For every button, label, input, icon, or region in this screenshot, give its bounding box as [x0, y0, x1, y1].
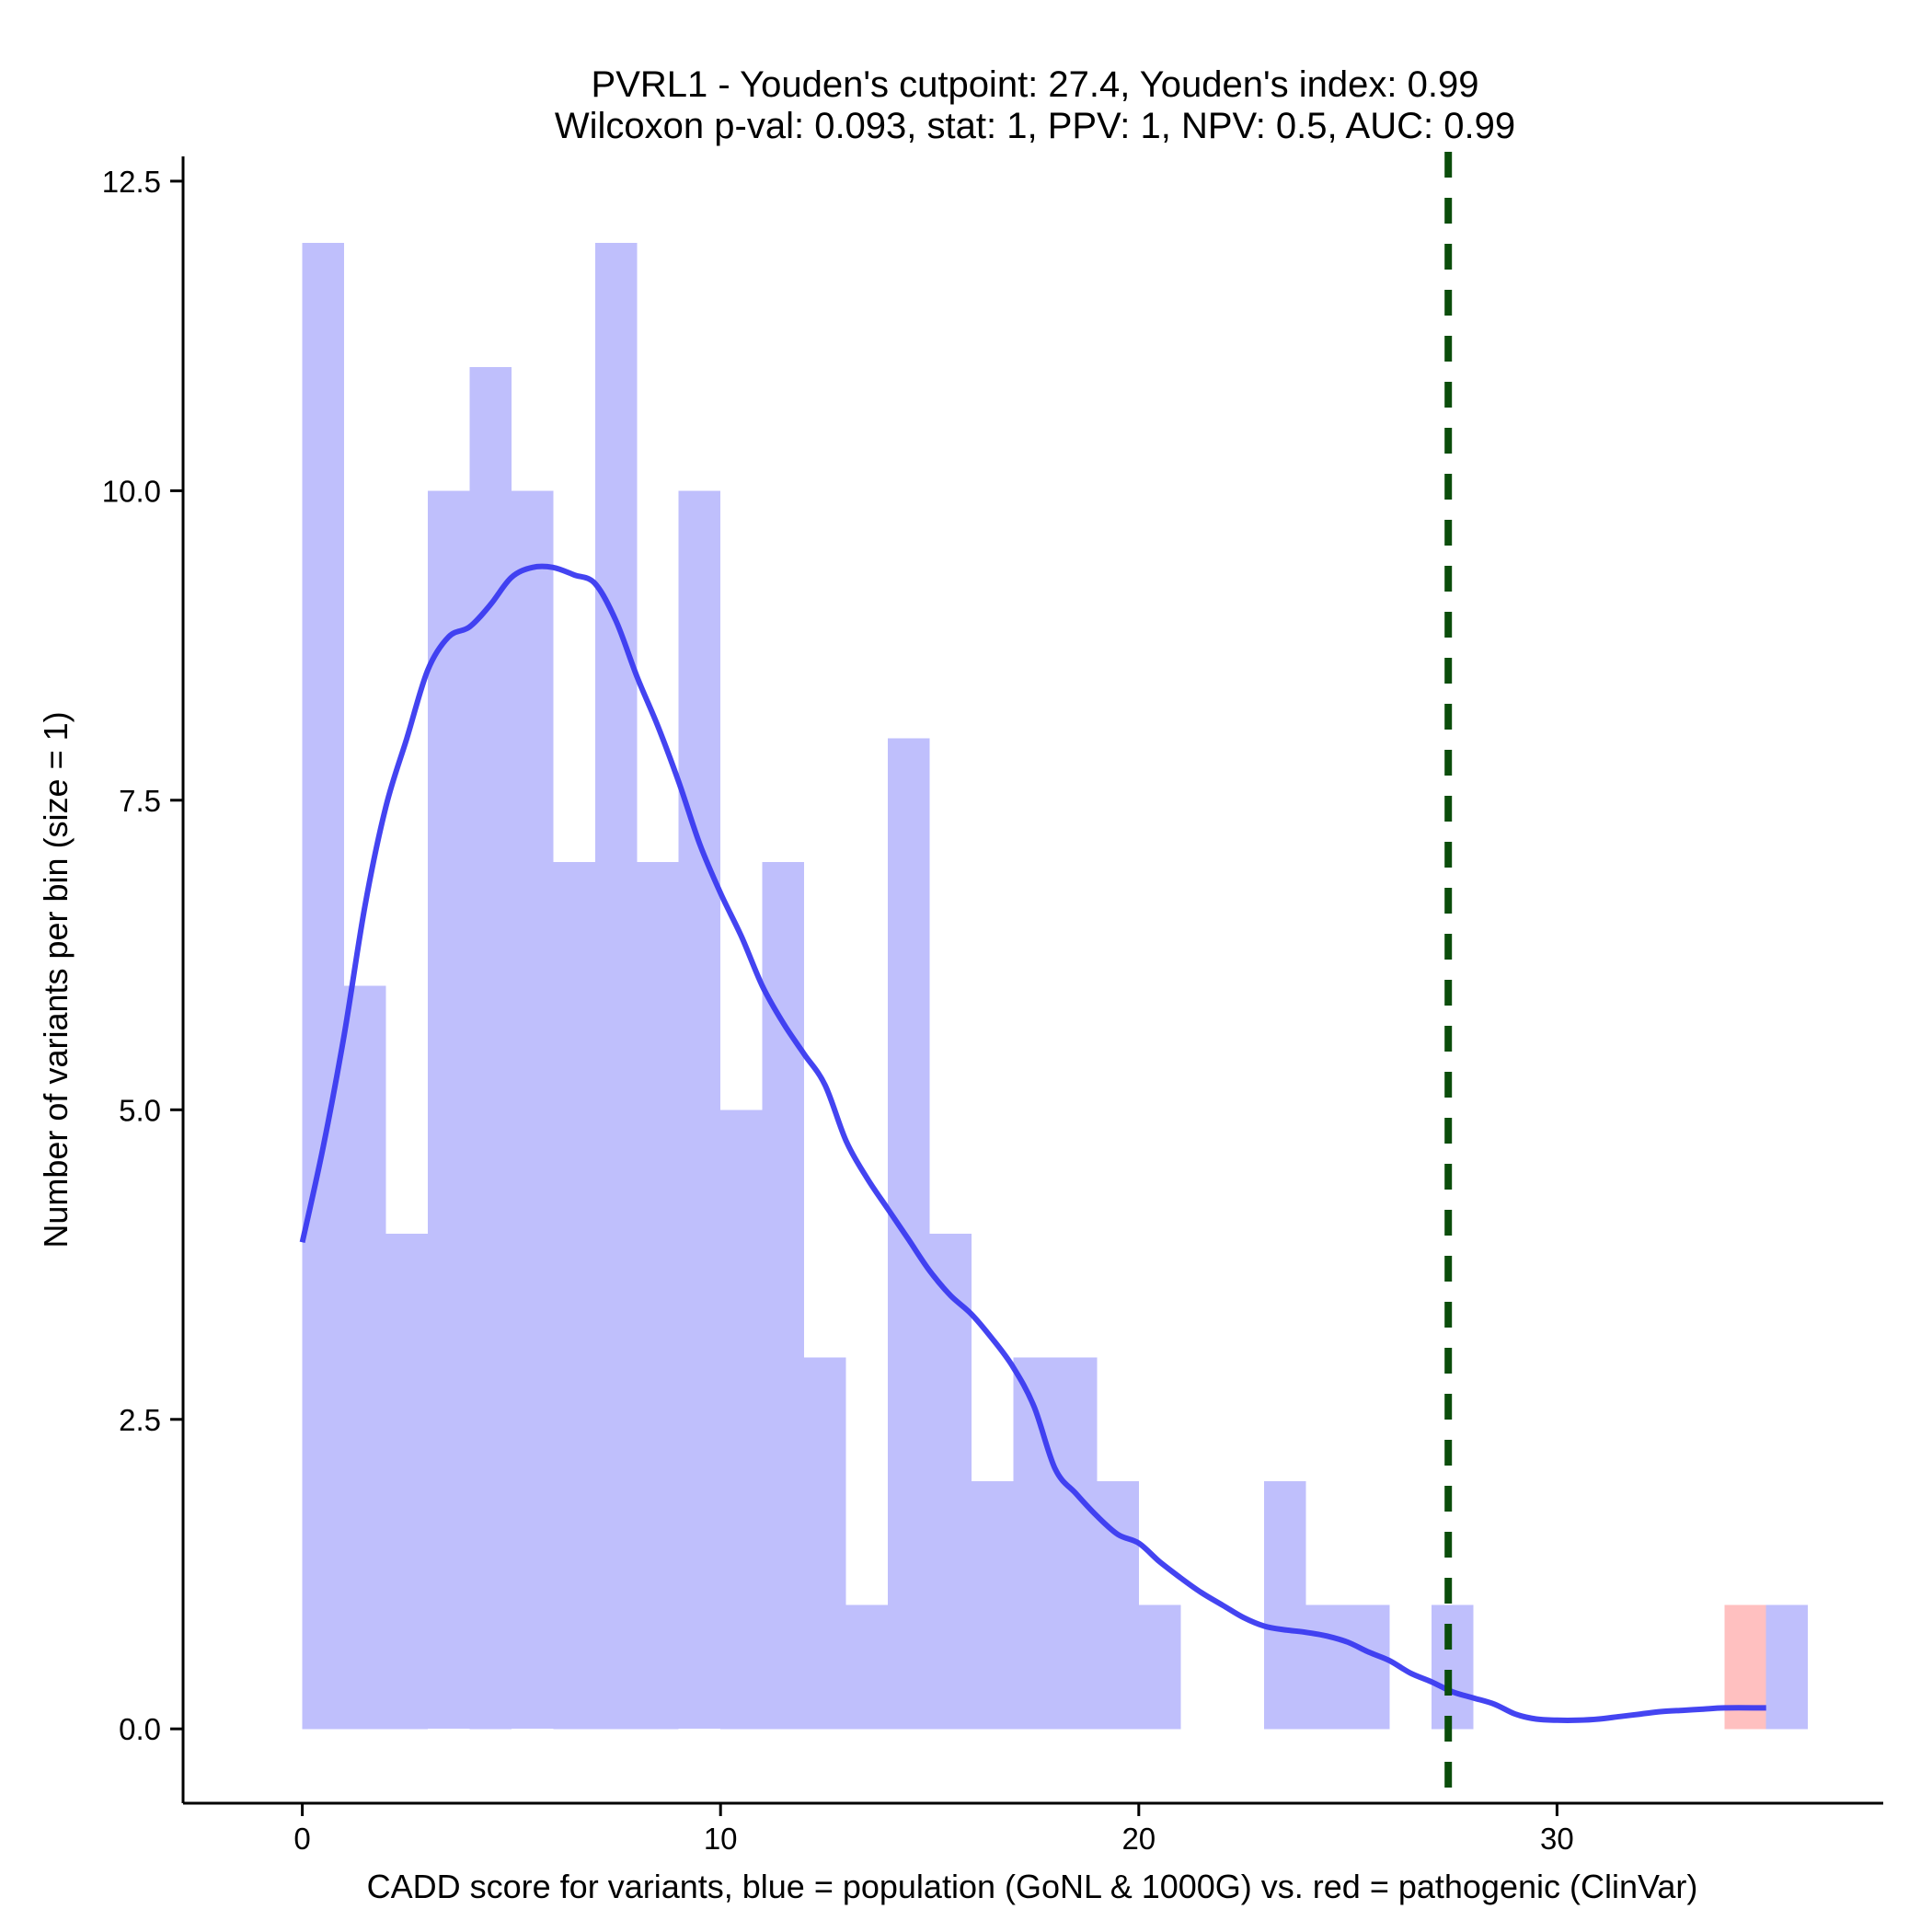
x-axis-label: CADD score for variants, blue = populati… [367, 1868, 1698, 1905]
population-bar-11 [762, 862, 805, 1730]
population-bar-0 [302, 243, 345, 1730]
x-ticks-layer: 0 10 20 30 [293, 1803, 1574, 1856]
population-bar-10 [720, 1110, 763, 1730]
population-bar-14 [888, 738, 930, 1730]
bars-layer [302, 243, 1809, 1730]
population-bar-12 [804, 1357, 846, 1730]
population-bar-13 [845, 1604, 889, 1730]
x-tick-label-20: 20 [1121, 1822, 1156, 1856]
population-bar-23 [1348, 1604, 1390, 1730]
population-bar-22 [1305, 1604, 1349, 1730]
population-bar-17 [1013, 1357, 1055, 1730]
population-bar-24 [1432, 1604, 1474, 1730]
population-bar-3 [427, 490, 470, 1730]
population-bar-20 [1138, 1604, 1181, 1730]
population-bar-7 [594, 243, 638, 1730]
y-tick-label-7.5: 7.5 [119, 784, 161, 818]
x-tick-label-10: 10 [704, 1822, 738, 1856]
population-bar-4 [469, 366, 512, 1730]
population-bar-16 [971, 1481, 1014, 1730]
population-bar-25 [1765, 1604, 1809, 1730]
population-bar-9 [678, 490, 721, 1730]
x-tick-label-0: 0 [293, 1822, 310, 1856]
density-curve [299, 563, 1766, 1724]
y-tick-label-12.5: 12.5 [102, 165, 161, 199]
population-bar-18 [1054, 1357, 1098, 1730]
population-bar-21 [1264, 1481, 1306, 1730]
y-tick-label-2.5: 2.5 [119, 1403, 161, 1437]
x-tick-label-30: 30 [1540, 1822, 1574, 1856]
population-bar-1 [344, 985, 386, 1730]
axes-layer [181, 156, 1883, 1805]
chart-subtitle: Wilcoxon p-val: 0.093, stat: 1, PPV: 1, … [555, 106, 1515, 146]
density-layer [299, 563, 1766, 1724]
population-bar-6 [553, 862, 595, 1730]
population-bar-5 [511, 490, 554, 1730]
y-ticks-layer: 0.0 2.5 5.0 7.5 10.0 12.5 [102, 165, 183, 1746]
population-bar-8 [637, 862, 679, 1730]
chart-title: PVRL1 - Youden's cutpoint: 27.4, Youden'… [592, 64, 1479, 105]
y-axis-label: Number of variants per bin (size = 1) [37, 711, 75, 1248]
y-tick-label-10.0: 10.0 [102, 474, 161, 508]
y-tick-label-0.0: 0.0 [119, 1712, 161, 1746]
population-bar-15 [929, 1233, 972, 1730]
y-tick-label-5.0: 5.0 [119, 1093, 161, 1127]
population-bar-2 [385, 1233, 428, 1730]
